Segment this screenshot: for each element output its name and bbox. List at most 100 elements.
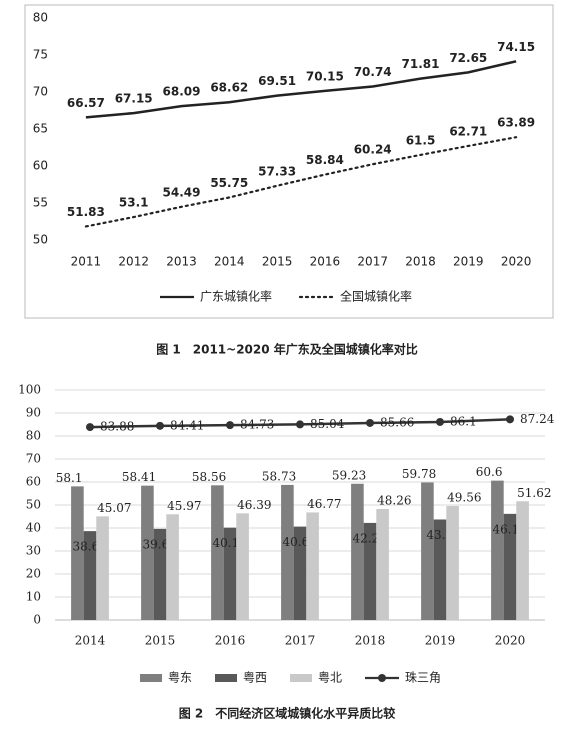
line-point	[506, 415, 514, 424]
data-label: 85.66	[380, 415, 414, 429]
legend-swatch	[290, 674, 312, 682]
y-tick-label: 50	[26, 498, 41, 512]
line-series	[84, 136, 518, 228]
y-tick-label: 50	[33, 233, 48, 247]
data-label: 70.74	[354, 65, 392, 79]
y-tick-label: 80	[26, 429, 41, 443]
legend-swatch	[215, 674, 237, 682]
data-label: 53.1	[119, 196, 149, 210]
y-tick-label: 60	[33, 159, 48, 173]
bar	[376, 509, 389, 620]
data-label: 67.15	[115, 92, 153, 106]
data-label: 57.33	[258, 164, 296, 178]
data-label: 55.75	[210, 176, 248, 190]
data-label: 45.07	[97, 501, 131, 515]
data-label: 66.57	[67, 96, 105, 110]
x-tick-label: 2018	[405, 255, 436, 269]
bar	[363, 522, 377, 620]
y-tick-label: 80	[33, 11, 48, 25]
bar	[211, 485, 224, 620]
y-tick-label: 90	[26, 406, 41, 420]
data-label: 71.81	[402, 57, 440, 71]
legend-label: 广东城镇化率	[200, 289, 272, 304]
y-tick-label: 70	[33, 85, 48, 99]
x-tick-label: 2017	[285, 634, 316, 648]
bar	[223, 527, 237, 620]
chart-frame	[24, 4, 554, 319]
x-tick-label: 2013	[166, 255, 197, 269]
x-tick-label: 2012	[118, 255, 149, 269]
data-label: 86.1	[450, 414, 477, 428]
line-point	[436, 417, 444, 426]
x-tick-label: 2018	[355, 634, 386, 648]
data-label: 58.1	[56, 471, 83, 485]
y-tick-label: 75	[33, 48, 48, 62]
data-label: 70.15	[306, 69, 344, 83]
data-label: 59.23	[332, 468, 366, 482]
bar	[96, 516, 109, 620]
data-label: 60.24	[354, 143, 392, 157]
data-label: 61.5	[406, 133, 436, 147]
legend-label: 珠三角	[405, 671, 441, 685]
legend-marker	[378, 674, 386, 682]
data-label: 59.78	[402, 467, 436, 481]
y-tick-label: 65	[33, 122, 48, 136]
line-point	[86, 423, 94, 432]
line-point	[296, 420, 304, 429]
y-tick-label: 10	[26, 590, 41, 604]
y-tick-label: 30	[26, 544, 41, 558]
x-tick-label: 2019	[453, 255, 484, 269]
x-tick-label: 2016	[310, 255, 341, 269]
data-label: 85.04	[310, 417, 345, 431]
data-label: 72.65	[449, 51, 487, 65]
data-label: 58.84	[306, 153, 344, 167]
x-tick-label: 2015	[145, 634, 176, 648]
bar	[281, 484, 294, 620]
bar	[351, 483, 364, 620]
data-label: 48.26	[377, 494, 411, 508]
data-label: 84.73	[240, 418, 274, 432]
x-tick-label: 2020	[495, 634, 526, 648]
data-label: 84.41	[170, 418, 204, 432]
bar	[293, 526, 307, 620]
x-tick-label: 2017	[357, 255, 388, 269]
y-tick-label: 20	[26, 567, 41, 581]
caption: 图 1 2011~2020 年广东及全国城镇化率对比	[156, 342, 418, 357]
y-tick-label: 0	[33, 613, 41, 627]
bar	[141, 485, 154, 620]
legend-label: 粤东	[168, 670, 192, 685]
legend-label: 粤西	[243, 670, 267, 685]
bar	[153, 528, 167, 620]
data-label: 69.51	[258, 74, 296, 88]
data-label: 68.62	[210, 81, 248, 95]
data-label: 51.83	[67, 205, 105, 219]
line-point	[156, 421, 164, 430]
x-tick-label: 2014	[214, 255, 245, 269]
line-point	[226, 421, 234, 430]
bar	[236, 513, 249, 620]
line-point	[366, 418, 374, 427]
bar	[83, 531, 97, 620]
bar	[71, 486, 84, 620]
data-label: 46.39	[237, 498, 271, 512]
bar	[491, 480, 504, 620]
legend-label: 全国城镇化率	[340, 289, 412, 304]
y-tick-label: 60	[26, 475, 41, 489]
data-label: 83.88	[100, 420, 134, 434]
x-tick-label: 2019	[425, 634, 456, 648]
y-tick-label: 100	[18, 383, 41, 397]
data-label: 60.6	[476, 465, 503, 479]
legend-label: 粤北	[318, 670, 342, 685]
data-label: 58.56	[192, 470, 226, 484]
x-tick-label: 2016	[215, 634, 246, 648]
bar	[306, 512, 319, 620]
caption: 图 2 不同经济区域城镇化水平异质比较	[179, 706, 396, 721]
legend-swatch	[140, 674, 162, 682]
x-tick-label: 2011	[71, 255, 102, 269]
x-tick-label: 2020	[501, 255, 532, 269]
y-tick-label: 40	[26, 521, 41, 535]
bar	[166, 514, 179, 620]
bar	[421, 482, 434, 620]
bar	[446, 506, 459, 620]
